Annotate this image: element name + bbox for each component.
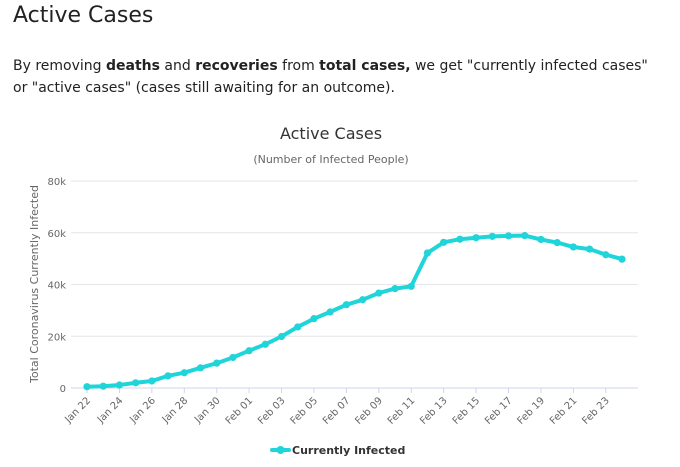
x-tick-label: Feb 13 bbox=[418, 395, 450, 427]
x-tick-label: Feb 03 bbox=[256, 395, 288, 427]
intro-paragraph: By removing deaths and recoveries from t… bbox=[13, 55, 663, 99]
data-point[interactable] bbox=[213, 359, 221, 367]
chart-subtitle: (Number of Infected People) bbox=[253, 153, 408, 166]
x-tick-label: Jan 22 bbox=[62, 395, 93, 426]
x-tick-label: Feb 15 bbox=[451, 395, 483, 427]
y-tick-label: 80k bbox=[47, 177, 66, 188]
x-tick-label: Feb 23 bbox=[580, 395, 612, 427]
data-point[interactable] bbox=[602, 251, 610, 259]
data-point[interactable] bbox=[196, 364, 205, 372]
intro-text-1: By removing bbox=[13, 58, 106, 74]
intro-bold-total-cases: total cases, bbox=[319, 58, 411, 74]
data-point[interactable] bbox=[537, 235, 545, 244]
x-axis-ticks: Jan 22 Jan 24 Jan 26 Jan 28 Jan 30 Feb 01 Feb … bbox=[62, 388, 612, 427]
x-tick-label: Feb 19 bbox=[516, 395, 548, 427]
gridlines bbox=[71, 180, 638, 389]
x-tick-label: Feb 01 bbox=[224, 395, 256, 427]
y-axis-label: Total Coronavirus Currently Infected bbox=[28, 185, 41, 384]
data-point[interactable] bbox=[472, 234, 480, 242]
chart-title: Active Cases bbox=[280, 124, 382, 143]
x-tick-label: Feb 21 bbox=[548, 395, 580, 427]
y-tick-label: 20k bbox=[47, 332, 66, 343]
data-point[interactable] bbox=[423, 249, 432, 257]
data-point[interactable] bbox=[391, 285, 399, 293]
plot-area bbox=[83, 231, 626, 391]
x-tick-label: Feb 17 bbox=[483, 395, 515, 427]
y-tick-label: 40k bbox=[47, 281, 66, 292]
x-tick-label: Feb 07 bbox=[321, 395, 353, 427]
intro-text-2: and bbox=[159, 58, 196, 74]
data-point[interactable] bbox=[618, 255, 626, 263]
data-point[interactable] bbox=[359, 296, 367, 304]
data-point[interactable] bbox=[521, 231, 529, 240]
data-point[interactable] bbox=[326, 308, 334, 316]
data-point[interactable] bbox=[488, 232, 496, 240]
y-tick-label: 60k bbox=[47, 229, 66, 240]
x-tick-label: Jan 30 bbox=[192, 395, 223, 426]
legend-label: Currently Infected bbox=[292, 444, 405, 457]
data-point[interactable] bbox=[569, 243, 577, 251]
intro-text-3: from bbox=[277, 58, 320, 74]
legend[interactable]: Currently Infected bbox=[270, 444, 405, 457]
data-point[interactable] bbox=[294, 323, 302, 331]
data-point[interactable] bbox=[245, 347, 253, 355]
legend-point-marker bbox=[276, 446, 285, 454]
data-point[interactable] bbox=[115, 381, 124, 389]
data-point[interactable] bbox=[83, 383, 91, 391]
intro-bold-deaths: deaths bbox=[106, 58, 160, 74]
data-point[interactable] bbox=[504, 232, 513, 240]
x-tick-label: Jan 28 bbox=[160, 395, 191, 426]
x-tick-label: Jan 24 bbox=[95, 395, 126, 426]
data-point[interactable] bbox=[148, 377, 156, 385]
data-point[interactable] bbox=[456, 235, 464, 243]
x-tick-label: Feb 11 bbox=[386, 395, 418, 427]
data-point[interactable] bbox=[342, 301, 350, 309]
data-point[interactable] bbox=[99, 382, 107, 390]
data-point[interactable] bbox=[440, 238, 448, 246]
x-tick-label: Feb 05 bbox=[289, 395, 321, 427]
data-point[interactable] bbox=[585, 245, 594, 253]
series-line[interactable] bbox=[85, 233, 624, 389]
data-point[interactable] bbox=[407, 282, 415, 290]
data-point[interactable] bbox=[261, 340, 269, 348]
section-title: Active Cases bbox=[13, 3, 154, 28]
y-tick-label: 0 bbox=[60, 384, 66, 395]
intro-text-4: we get "currently infected cases" or "ac… bbox=[13, 58, 648, 96]
data-point[interactable] bbox=[180, 369, 188, 377]
data-point[interactable] bbox=[132, 379, 140, 387]
data-point[interactable] bbox=[553, 238, 561, 247]
data-point[interactable] bbox=[277, 332, 286, 341]
intro-bold-recoveries: recoveries bbox=[195, 58, 278, 74]
data-point[interactable] bbox=[229, 353, 237, 362]
x-tick-label: Feb 09 bbox=[353, 395, 385, 427]
data-point[interactable] bbox=[164, 372, 172, 380]
x-tick-label: Jan 26 bbox=[127, 395, 158, 426]
data-point[interactable] bbox=[375, 289, 383, 297]
data-point[interactable] bbox=[310, 315, 318, 323]
y-axis-ticks: 0 20k 40k 60k 80k bbox=[47, 177, 66, 395]
